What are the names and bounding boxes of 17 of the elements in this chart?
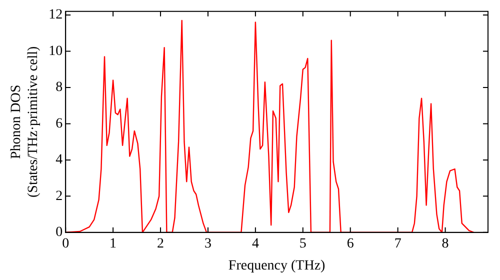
x-tick-label: 7 (394, 236, 402, 252)
x-tick-label: 3 (204, 236, 212, 252)
x-tick-label: 6 (346, 236, 354, 252)
x-axis-title: Frequency (THz) (228, 258, 326, 274)
y-tick-label: 12 (48, 8, 63, 23)
y-tick-label: 8 (56, 80, 63, 96)
y-axis-title: Phonon DOS (States/THz·primitive cell) (9, 46, 41, 198)
y-tick-label: 6 (56, 116, 63, 132)
x-tick-label: 8 (442, 236, 449, 252)
x-tick-label: 4 (252, 236, 259, 252)
y-tick-label: 2 (56, 188, 63, 204)
x-tick-label: 2 (157, 236, 164, 252)
y-tick-label: 0 (56, 225, 63, 240)
y-tick-label: 10 (48, 44, 63, 59)
x-tick-label: 5 (299, 236, 306, 252)
y-tick-label: 4 (56, 152, 63, 168)
x-tick-label: 1 (110, 236, 117, 252)
